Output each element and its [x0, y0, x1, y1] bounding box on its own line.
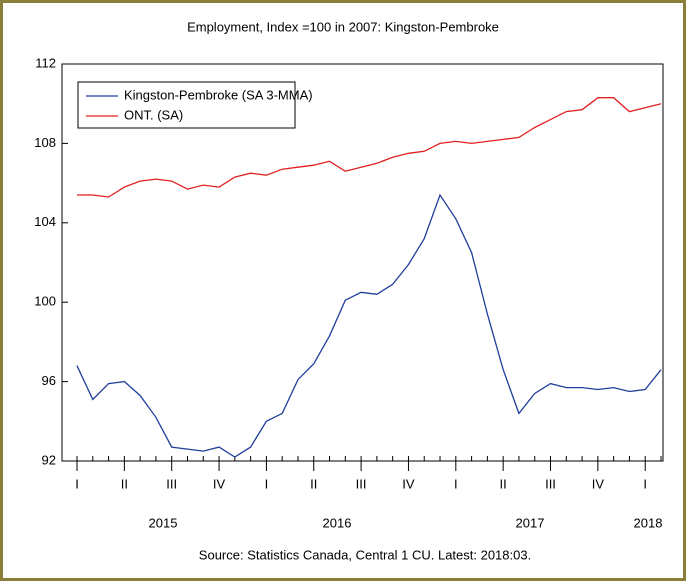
source-note: Source: Statistics Canada, Central 1 CU.… — [199, 547, 531, 562]
x-tick-label: I — [75, 476, 79, 491]
x-tick-label: II — [121, 476, 128, 491]
x-tick-label: II — [310, 476, 317, 491]
y-tick-label: 100 — [34, 294, 56, 309]
x-tick-label: IV — [213, 476, 226, 491]
y-tick-label: 104 — [34, 214, 56, 229]
year-label: 2016 — [323, 515, 352, 530]
x-tick-label: I — [265, 476, 269, 491]
x-tick-label: IV — [592, 476, 605, 491]
x-tick-label: III — [545, 476, 556, 491]
legend-label: Kingston-Pembroke (SA 3-MMA) — [124, 87, 313, 102]
x-tick-label: I — [643, 476, 647, 491]
y-tick-label: 108 — [34, 135, 56, 150]
year-label: 2015 — [149, 515, 178, 530]
x-tick-label: III — [356, 476, 367, 491]
series-line — [77, 97, 662, 198]
year-label: 2018 — [634, 515, 663, 530]
x-tick-label: II — [500, 476, 507, 491]
year-label: 2017 — [516, 515, 545, 530]
y-tick-label: 92 — [42, 452, 56, 467]
y-tick-label: 96 — [42, 373, 56, 388]
y-tick-label: 112 — [35, 55, 56, 70]
x-tick-label: III — [166, 476, 177, 491]
legend-label: ONT. (SA) — [124, 107, 183, 122]
series-line — [76, 193, 662, 458]
plot-frame — [61, 63, 664, 462]
legend-box — [77, 81, 296, 129]
x-tick-label: I — [454, 476, 458, 491]
x-tick-label: IV — [402, 476, 415, 491]
chart-title: Employment, Index =100 in 2007: Kingston… — [187, 19, 499, 34]
